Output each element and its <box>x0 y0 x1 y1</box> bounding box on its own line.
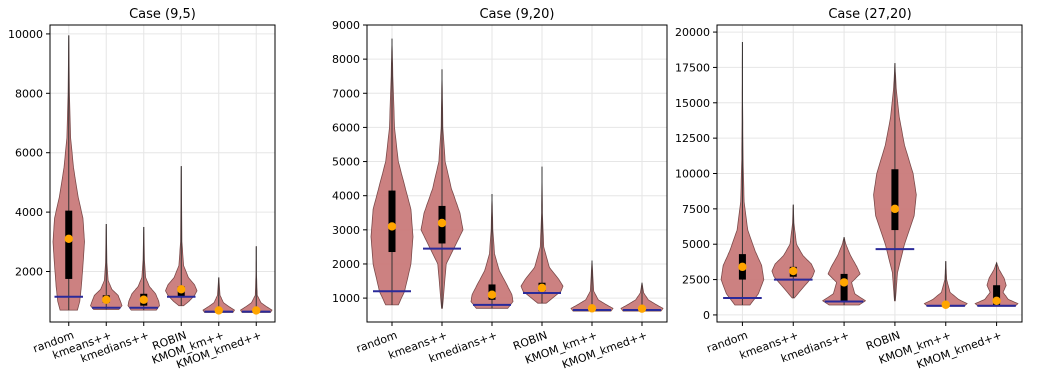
mean-marker <box>890 204 900 214</box>
y-tick-label: 5000 <box>332 156 360 169</box>
y-tick-label: 7500 <box>682 203 710 216</box>
mean-marker <box>637 304 647 313</box>
mean-marker <box>537 283 547 293</box>
y-tick-label: 2500 <box>682 274 710 287</box>
mean-marker <box>839 278 849 287</box>
mean-marker <box>437 218 447 228</box>
plot-frame <box>49 24 276 323</box>
y-tick-label: 10000 <box>8 28 43 41</box>
y-tick-label: 4000 <box>332 190 360 203</box>
panel-title: Case (9,5) <box>129 7 196 22</box>
y-tick-label: 5000 <box>682 238 710 251</box>
y-tick-label: 2000 <box>15 266 43 279</box>
mean-marker <box>992 296 1001 305</box>
mean-marker <box>487 290 497 299</box>
mean-marker <box>177 285 186 294</box>
panel-case-27-20: Case (27,20) 0 2500 5000 7500 10000 12500 1500… <box>675 7 1023 371</box>
y-tick-label: 6000 <box>332 121 360 134</box>
y-tick-label: 10000 <box>675 168 710 181</box>
y-tick-label: 8000 <box>332 53 360 66</box>
mean-marker <box>139 295 148 304</box>
mean-marker <box>387 222 397 231</box>
y-tick-label: 1000 <box>332 292 360 305</box>
y-tick-label: 9000 <box>332 19 360 32</box>
y-tick-label: 15000 <box>675 97 710 110</box>
panel-case-9-20: Case (9,20) 1000 2000 3000 4000 5000 6000 7000… <box>332 7 668 371</box>
mean-marker <box>102 295 111 304</box>
panel-title: Case (9,20) <box>479 7 554 22</box>
y-tick-label: 4000 <box>15 206 43 219</box>
y-tick-label: 6000 <box>15 147 43 160</box>
panel-case-9-5: Case (9,5) 200040006000800010000randomkm… <box>8 7 276 371</box>
y-tick-label: 7000 <box>332 87 360 100</box>
mean-marker <box>214 306 223 315</box>
mean-marker <box>941 300 950 309</box>
violin-iqr-box <box>388 190 396 253</box>
y-tick-label: 0 <box>703 309 710 322</box>
y-tick-label: 17500 <box>675 61 710 74</box>
y-tick-label: 20000 <box>675 26 710 39</box>
mean-marker <box>789 266 798 276</box>
y-tick-label: 3000 <box>332 224 360 237</box>
violin-iqr-box <box>65 210 73 279</box>
y-tick-label: 8000 <box>15 87 43 100</box>
mean-marker <box>738 262 747 272</box>
mean-marker <box>587 304 597 313</box>
mean-marker <box>252 306 261 315</box>
violin-iqr-box <box>891 169 899 231</box>
violin-iqr-box <box>993 285 1001 306</box>
plot-frame <box>366 24 668 323</box>
panel-title: Case (27,20) <box>828 7 911 22</box>
violin-iqr-box <box>840 273 848 301</box>
y-tick-label: 2000 <box>332 258 360 271</box>
mean-marker <box>64 234 73 244</box>
y-tick-label: 12500 <box>675 132 710 145</box>
